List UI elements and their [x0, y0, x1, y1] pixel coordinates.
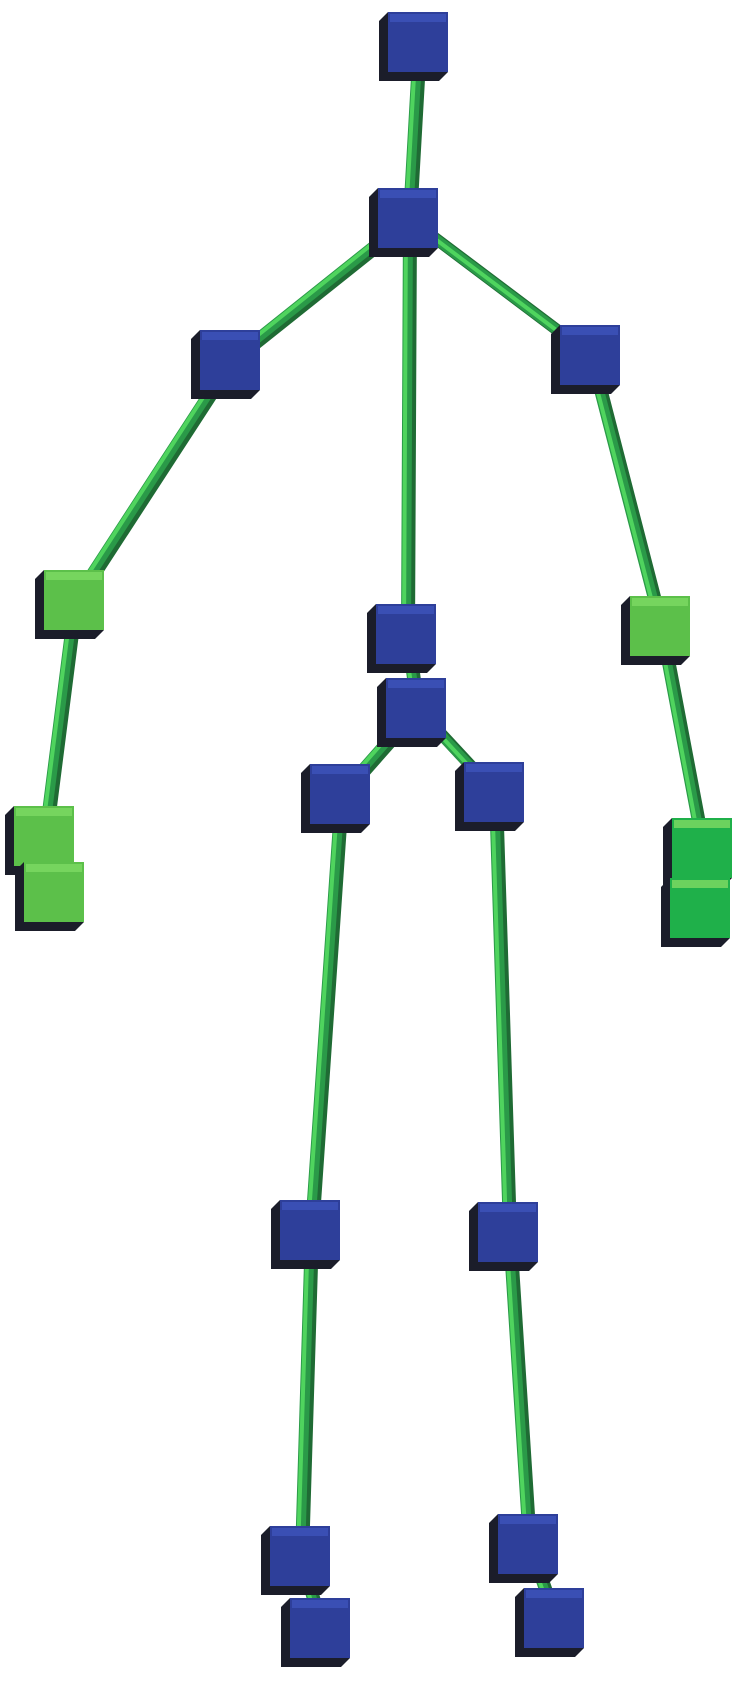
bone-left-knee-to-left-ankle [295, 1225, 319, 1564]
joint-shadow [621, 596, 690, 665]
bone-highlight [504, 1229, 528, 1545]
joint-top-highlight [526, 1590, 582, 1598]
bone-highlight [490, 789, 508, 1233]
joint-right-wrist [663, 818, 732, 887]
joints-layer [5, 12, 732, 1667]
joint-top-highlight [380, 190, 436, 198]
joint-shadow [369, 188, 438, 257]
joint-shadow [281, 1598, 350, 1667]
joint-top-highlight [272, 1528, 328, 1536]
bone-left-hip-to-left-knee [305, 789, 349, 1238]
joint-left-knee [271, 1200, 340, 1269]
joint-right-knee [469, 1202, 538, 1271]
joint-left-elbow [35, 570, 104, 639]
joint-shadow [377, 678, 446, 747]
bone-body [69, 355, 235, 605]
joint-head [379, 12, 448, 81]
joint-shadow [261, 1526, 330, 1595]
joint-shadow [35, 570, 104, 639]
bone-neck-to-spine [401, 213, 417, 642]
joint-shadow [489, 1514, 558, 1583]
joint-shadow [551, 325, 620, 394]
joint-shadow [15, 862, 84, 931]
bone-right-knee-to-right-ankle [503, 1227, 537, 1552]
joint-top-highlight [672, 880, 728, 888]
bone-body [305, 789, 345, 1235]
joint-top-highlight [16, 808, 72, 816]
joint-left-shoulder [191, 330, 260, 399]
joint-spine [367, 604, 436, 673]
bone-body [295, 1225, 315, 1561]
joint-top-highlight [26, 864, 82, 872]
joint-top-highlight [46, 572, 102, 580]
joint-top-highlight [500, 1516, 556, 1524]
joint-top-highlight [388, 680, 444, 688]
joint-shadow [301, 764, 370, 833]
joint-top-highlight [202, 332, 258, 340]
joint-top-highlight [282, 1202, 338, 1210]
joint-right-hip [455, 762, 524, 831]
joint-top-highlight [292, 1600, 348, 1608]
joint-top-highlight [480, 1204, 536, 1212]
joint-shadow [515, 1588, 584, 1657]
joint-shadow [191, 330, 260, 399]
bone-right-shoulder-to-right-elbow [585, 350, 669, 634]
bone-right-hip-to-right-knee [489, 787, 517, 1240]
joint-right-elbow [621, 596, 690, 665]
joint-right-ankle [489, 1514, 558, 1583]
joint-left-hip [301, 764, 370, 833]
joint-shadow [469, 1202, 538, 1271]
joint-right-hand [661, 878, 730, 947]
joint-top-highlight [466, 764, 522, 772]
joint-right-shoulder [551, 325, 620, 394]
joint-top-highlight [378, 606, 434, 614]
joint-left-foot [281, 1598, 350, 1667]
joint-top-highlight [562, 327, 618, 335]
joint-left-ankle [261, 1526, 330, 1595]
joint-top-highlight [632, 598, 688, 606]
joint-shadow [379, 12, 448, 81]
joint-top-highlight [312, 766, 368, 774]
joint-hip-center [377, 678, 446, 747]
bone-highlight [296, 1227, 310, 1557]
bone-highlight [306, 791, 340, 1231]
bone-highlight [402, 215, 408, 635]
bone-highlight [586, 352, 660, 627]
joint-shadow [271, 1200, 340, 1269]
joint-shadow [661, 878, 730, 947]
joint-shadow [367, 604, 436, 673]
joint-neck [369, 188, 438, 257]
joint-left-hand [15, 862, 84, 931]
joint-right-foot [515, 1588, 584, 1657]
joint-top-highlight [674, 820, 730, 828]
bone-body [39, 595, 79, 841]
joint-top-highlight [390, 14, 446, 22]
bone-body [401, 213, 413, 639]
joint-shadow [455, 762, 524, 831]
